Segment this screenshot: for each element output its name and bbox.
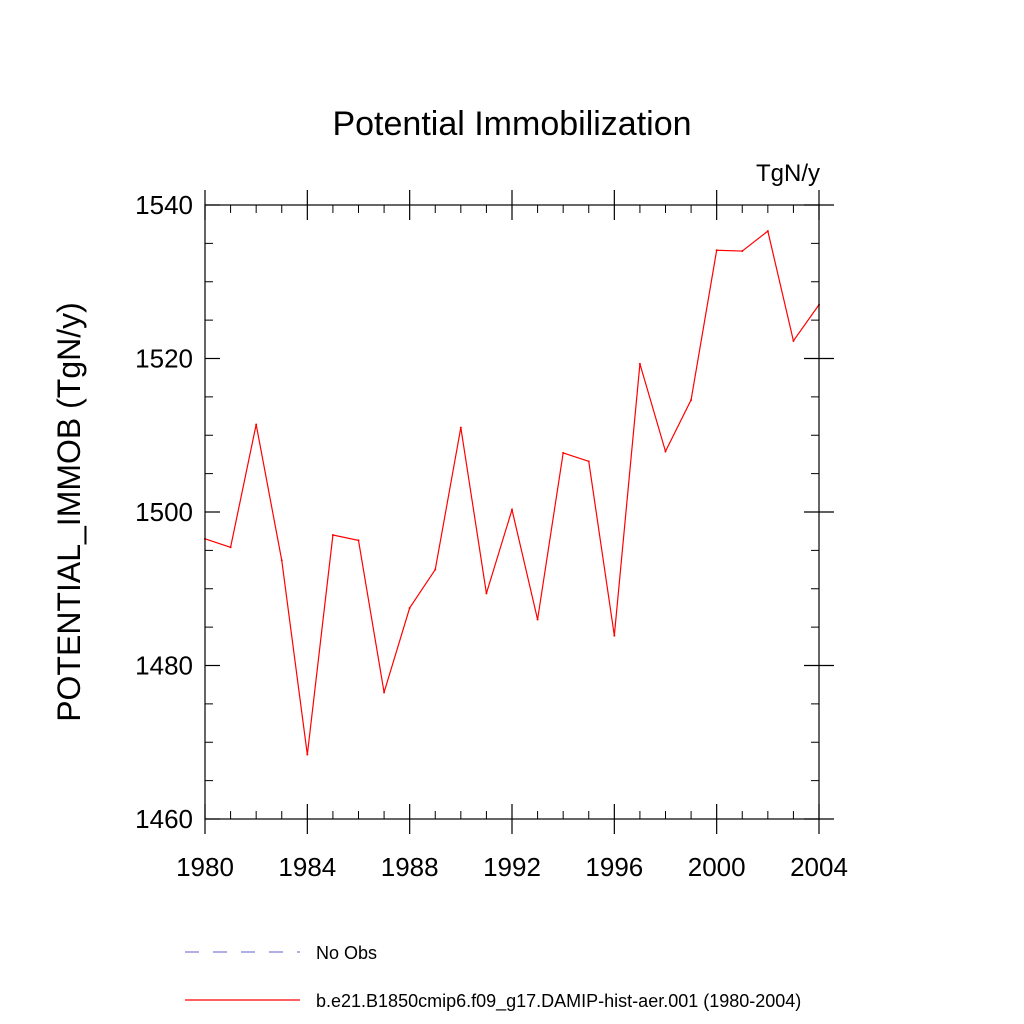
units-label: TgN/y xyxy=(756,160,820,187)
data-point xyxy=(741,250,744,253)
data-point xyxy=(664,450,667,453)
data-point xyxy=(715,249,718,252)
data-point xyxy=(766,230,769,233)
data-point xyxy=(229,546,232,549)
axis-ticks xyxy=(204,190,834,834)
data-point xyxy=(562,451,565,454)
chart-title: Potential Immobilization xyxy=(332,105,691,143)
x-tick-label: 1996 xyxy=(585,852,643,882)
data-point xyxy=(434,568,437,571)
data-point xyxy=(408,606,411,609)
data-point xyxy=(613,634,616,637)
legend-label: No Obs xyxy=(316,943,377,963)
y-tick-label: 1540 xyxy=(135,190,193,220)
y-tick-label: 1500 xyxy=(135,497,193,527)
data-point xyxy=(536,618,539,621)
legend-label: b.e21.B1850cmip6.f09_g17.DAMIP-hist-aer.… xyxy=(316,991,801,1012)
data-point xyxy=(587,460,590,463)
data-point xyxy=(255,423,258,426)
axis-tick-labels: 1980 1984 1988 1992 1996 2000 2004 1460 1480 1500… xyxy=(135,190,848,882)
plot-lines xyxy=(204,230,820,756)
x-tick-label: 1984 xyxy=(278,852,336,882)
data-point xyxy=(459,426,462,429)
legend: No Obs b.e21.B1850cmip6.f09_g17.DAMIP-his… xyxy=(185,943,801,1012)
x-tick-label: 2004 xyxy=(790,852,848,882)
x-tick-label: 1988 xyxy=(381,852,439,882)
data-point xyxy=(638,362,641,365)
data-point xyxy=(306,753,309,756)
x-tick-label: 1992 xyxy=(483,852,541,882)
data-point xyxy=(511,508,513,511)
y-tick-label: 1520 xyxy=(135,344,193,374)
plot-frame xyxy=(204,204,820,820)
x-tick-label: 2000 xyxy=(688,852,746,882)
data-point xyxy=(690,398,693,401)
x-tick-label: 1980 xyxy=(176,852,234,882)
data-point xyxy=(331,534,334,537)
data-point xyxy=(280,559,283,562)
y-tick-label: 1460 xyxy=(135,804,193,834)
data-point xyxy=(485,592,488,595)
y-axis-label: POTENTIAL_IMMOB (TgN/y) xyxy=(51,302,87,722)
data-point xyxy=(357,539,360,542)
series-line xyxy=(204,230,820,755)
y-tick-label: 1480 xyxy=(135,651,193,681)
data-point xyxy=(792,339,795,342)
data-point xyxy=(383,691,386,694)
